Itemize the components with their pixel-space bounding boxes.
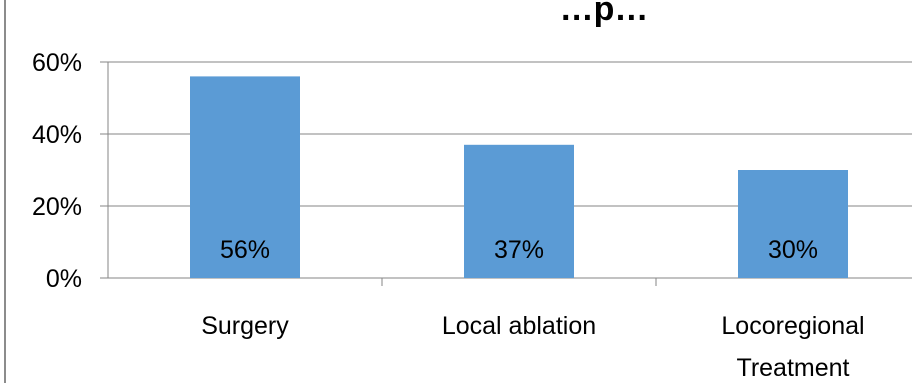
category-label: Treatment — [736, 354, 849, 382]
y-tick-label: 20% — [32, 193, 82, 221]
data-label: 56% — [220, 236, 270, 264]
data-label: 30% — [768, 236, 818, 264]
y-tick-label: 0% — [46, 265, 82, 293]
category-label: Locoregional — [721, 312, 864, 340]
y-tick-label: 60% — [32, 49, 82, 77]
bar — [464, 144, 574, 278]
chart-title: …p… — [560, 0, 649, 28]
labels: 0% 20% 40% 60% 56% Surgery 37% Local ablation 30… — [32, 49, 865, 382]
bar — [190, 76, 300, 279]
title-layer: …p… — [560, 0, 649, 28]
data-label: 37% — [494, 236, 544, 264]
y-tick-label: 40% — [32, 121, 82, 149]
bar — [738, 170, 848, 278]
frame-border — [4, 0, 6, 383]
bars — [190, 76, 848, 279]
category-label: Surgery — [201, 312, 289, 340]
category-label: Local ablation — [442, 312, 596, 340]
